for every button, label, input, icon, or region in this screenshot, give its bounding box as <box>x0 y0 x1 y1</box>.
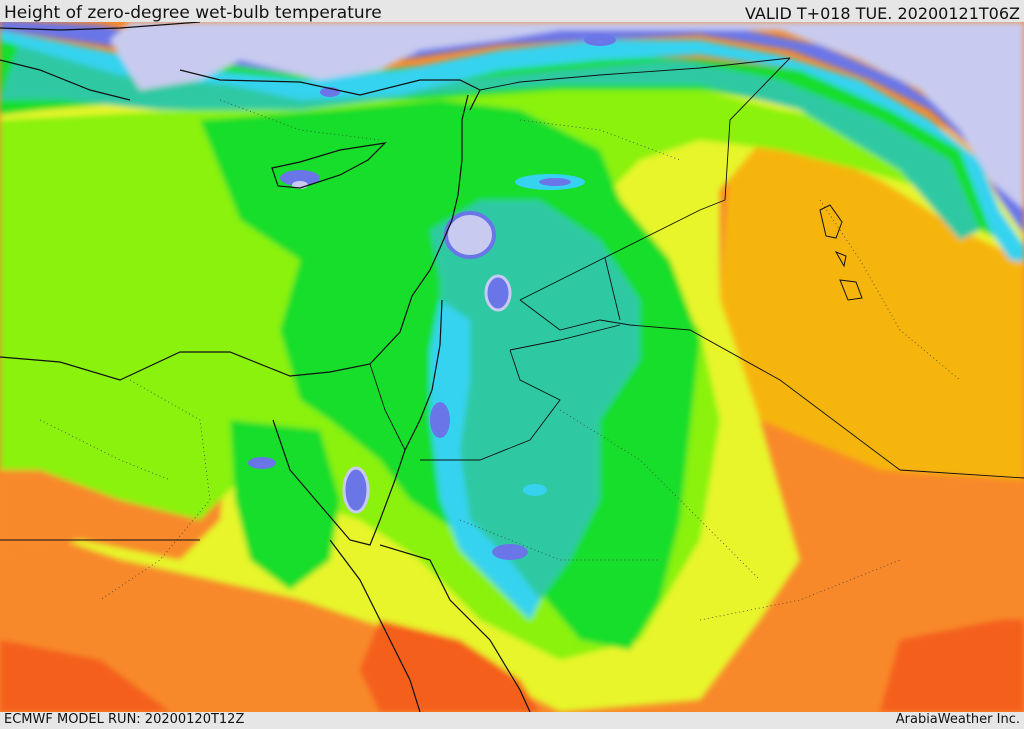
political-borders <box>0 57 1024 541</box>
field-cyan-north <box>0 30 1024 262</box>
spot-sinai-1 <box>342 466 370 514</box>
coast-aegean <box>0 59 131 101</box>
spot-hijaz-2 <box>430 402 450 438</box>
island-1 <box>819 204 843 239</box>
coast-egypt-med <box>0 94 469 381</box>
credit-label: ArabiaWeather Inc. <box>895 712 1020 727</box>
border-jordan-east <box>509 324 621 351</box>
border-jordan-saudi <box>519 299 1024 479</box>
field-red-southeast <box>880 620 1024 712</box>
spot-jordan <box>484 274 512 312</box>
field-red-south <box>360 620 540 712</box>
coast-red-sea-east <box>379 544 531 712</box>
border-saudi-jordan-south <box>420 349 561 461</box>
border-syria-turkey <box>479 57 791 91</box>
field-red-west <box>0 640 170 712</box>
coast-black-sea <box>0 22 201 31</box>
field-teal-north <box>0 40 980 240</box>
coast-red-sea-west <box>329 539 421 712</box>
internal-borders <box>39 99 961 621</box>
coast-suez <box>272 419 406 546</box>
contour-field <box>0 22 1024 712</box>
islands <box>819 204 863 301</box>
coast-turkey-south <box>179 69 481 111</box>
valid-time-label: VALID T+018 TUE. 20200121T06Z <box>744 4 1020 23</box>
coast-aqaba <box>404 299 443 451</box>
dotted-border-2 <box>559 409 761 581</box>
border-syria-iraq <box>519 57 791 301</box>
spot-syria-2 <box>539 178 571 186</box>
dotted-border-3 <box>819 199 961 381</box>
border-jordan-iraq <box>604 257 621 321</box>
coast-cyprus <box>271 142 387 189</box>
spot-sinai-2 <box>248 457 276 469</box>
island-2 <box>839 279 863 301</box>
field-blue-north <box>0 22 1024 235</box>
header-bar: Height of zero-degree wet-bulb temperatu… <box>0 0 1024 23</box>
map-canvas <box>0 22 1024 712</box>
field-cyan-rift <box>430 300 540 620</box>
spot-lebanon <box>444 211 496 259</box>
cold-spots <box>248 34 616 560</box>
dotted-border-5 <box>519 119 681 161</box>
field-pale-blue-north <box>0 22 1024 210</box>
spot-hijaz-3 <box>523 484 547 496</box>
spot-cyprus <box>280 170 320 186</box>
dotted-border-4 <box>219 99 381 141</box>
map-title: Height of zero-degree wet-bulb temperatu… <box>4 3 382 23</box>
spot-hijaz-1 <box>492 544 528 560</box>
coastlines <box>0 22 531 712</box>
model-run-label: ECMWF MODEL RUN: 20200120T12Z <box>4 712 245 727</box>
island-3 <box>834 251 847 268</box>
field-teal-jordan <box>430 200 640 600</box>
weather-map[interactable] <box>0 22 1024 712</box>
border-egypt-israel <box>369 363 406 451</box>
footer-bar: ECMWF MODEL RUN: 20200120T12Z ArabiaWeat… <box>0 712 1024 729</box>
spot-north-2 <box>584 34 616 46</box>
